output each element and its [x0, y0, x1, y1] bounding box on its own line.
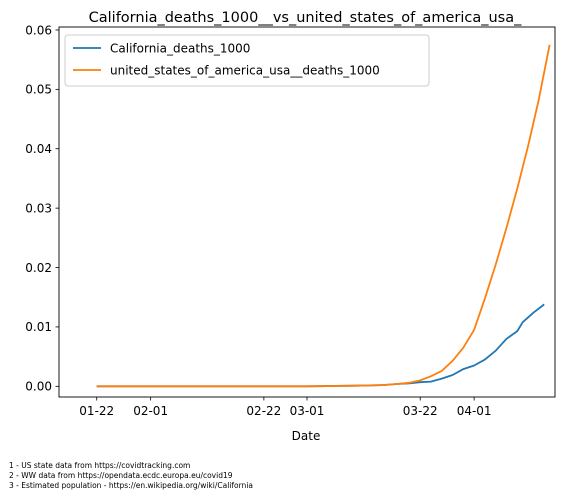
- legend-box: [64, 34, 430, 87]
- legend-label-california: California_deaths_1000: [110, 42, 250, 56]
- x-tick-label: 03-22: [403, 404, 438, 418]
- y-tick-label: 0.05: [25, 83, 52, 97]
- x-tick-label: 02-22: [246, 404, 281, 418]
- x-axis: 01-22 02-01 02-22 03-01 03-22 04-01: [79, 397, 492, 418]
- legend-label-usa: united_states_of_america_usa__deaths_100…: [110, 64, 380, 78]
- y-tick-label: 0.02: [25, 261, 52, 275]
- footnotes: 1 - US state data from https://covidtrac…: [9, 461, 253, 491]
- series-lines: [96, 44, 551, 388]
- x-tick-label: 04-01: [457, 404, 492, 418]
- x-tick-label: 02-01: [133, 404, 168, 418]
- plot-frame: [58, 26, 556, 398]
- footnote-2: 2 - WW data from https://opendata.ecdc.e…: [9, 471, 233, 480]
- y-tick-label: 0.03: [25, 201, 52, 215]
- chart-title: California_deaths_1000__vs_united_states…: [89, 10, 522, 26]
- y-tick-label: 0.06: [25, 23, 52, 37]
- x-tick-label: 03-01: [290, 404, 325, 418]
- y-axis: 0.00 0.01 0.02 0.03 0.04 0.05 0.06: [25, 23, 59, 394]
- y-tick-label: 0.04: [25, 142, 52, 156]
- footnote-1: 1 - US state data from https://covidtrac…: [9, 461, 191, 470]
- y-tick-label: 0.01: [25, 320, 52, 334]
- legend: California_deaths_1000 united_states_of_…: [64, 34, 430, 87]
- x-tick-label: 01-22: [79, 404, 114, 418]
- y-tick-label: 0.00: [25, 380, 52, 394]
- footnote-3: 3 - Estimated population - https://en.wi…: [9, 481, 253, 490]
- series-line-usa: [96, 44, 551, 388]
- line-chart: California_deaths_1000__vs_united_states…: [25, 10, 556, 443]
- x-axis-label: Date: [292, 429, 321, 443]
